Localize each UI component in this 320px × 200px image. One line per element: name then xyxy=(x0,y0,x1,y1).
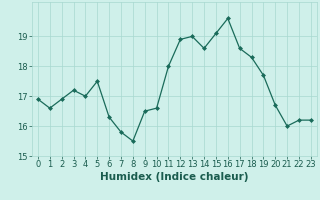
X-axis label: Humidex (Indice chaleur): Humidex (Indice chaleur) xyxy=(100,172,249,182)
